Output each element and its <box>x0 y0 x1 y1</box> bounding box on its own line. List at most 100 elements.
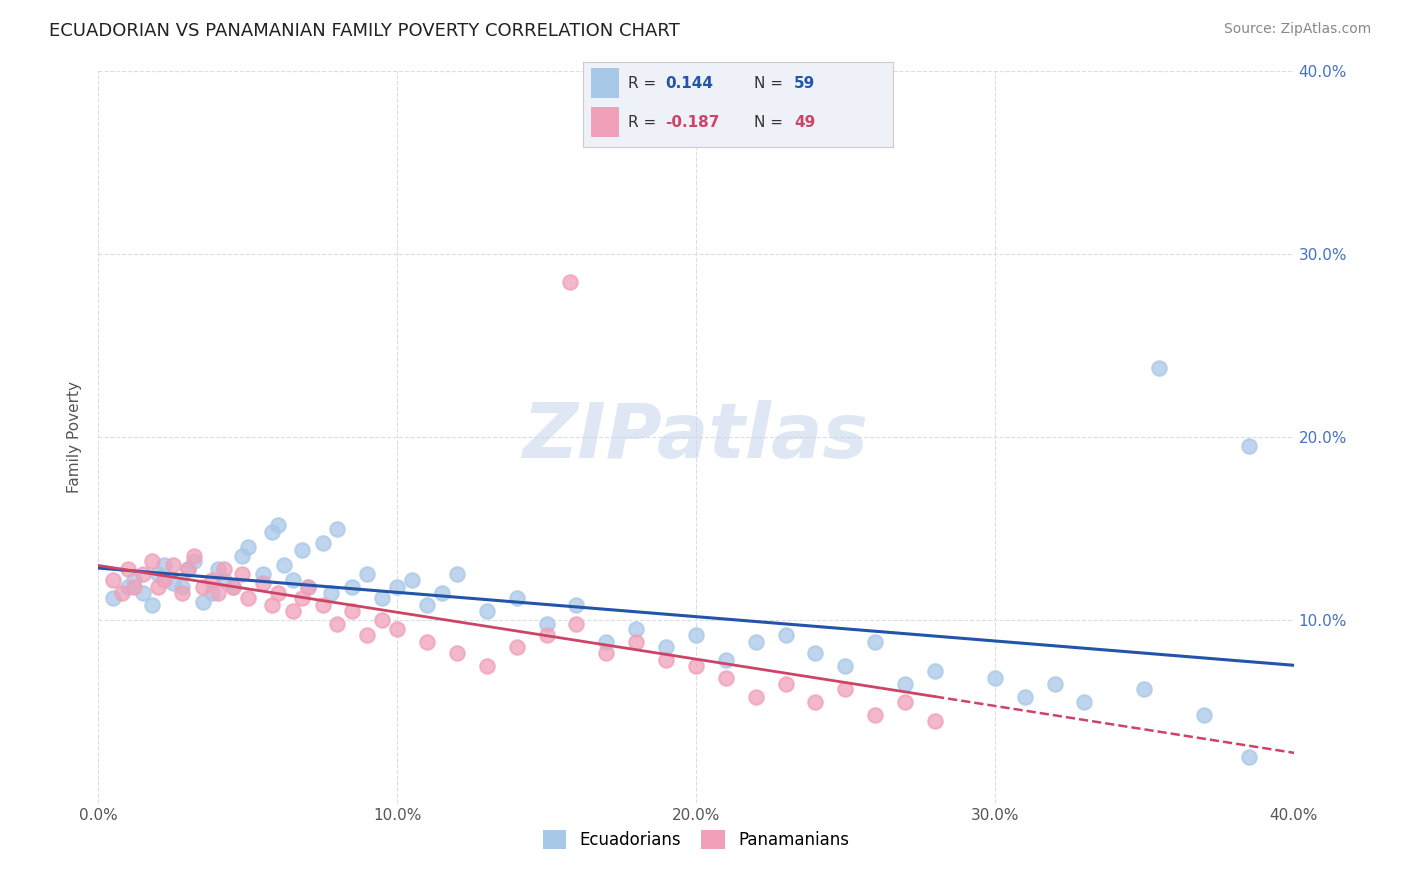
Point <box>924 664 946 678</box>
Point <box>172 580 194 594</box>
Point <box>231 567 253 582</box>
Point <box>117 562 139 576</box>
Text: 49: 49 <box>794 115 815 129</box>
Point <box>506 640 529 655</box>
Point <box>311 536 333 550</box>
Point <box>475 604 498 618</box>
Point <box>745 635 768 649</box>
Point <box>207 562 229 576</box>
Point <box>446 567 468 582</box>
Point <box>141 554 163 568</box>
Point <box>506 591 529 605</box>
Point <box>714 672 737 686</box>
Point <box>153 573 176 587</box>
Text: ECUADORIAN VS PANAMANIAN FAMILY POVERTY CORRELATION CHART: ECUADORIAN VS PANAMANIAN FAMILY POVERTY … <box>49 22 681 40</box>
Y-axis label: Family Poverty: Family Poverty <box>67 381 83 493</box>
Point <box>430 585 453 599</box>
Point <box>321 585 343 599</box>
Point <box>1147 360 1170 375</box>
Legend: Ecuadorians, Panamanians: Ecuadorians, Panamanians <box>543 830 849 849</box>
Point <box>103 573 125 587</box>
Point <box>326 521 349 535</box>
Point <box>291 543 314 558</box>
Point <box>103 591 125 605</box>
Point <box>536 616 558 631</box>
Bar <box>591 107 619 137</box>
Point <box>834 658 856 673</box>
Text: N =: N = <box>754 76 783 91</box>
Point <box>132 585 155 599</box>
Text: 0.144: 0.144 <box>665 76 713 91</box>
Point <box>177 562 200 576</box>
Text: N =: N = <box>754 115 783 129</box>
Point <box>311 599 333 613</box>
Point <box>273 558 295 573</box>
Point <box>685 658 707 673</box>
Point <box>132 567 155 582</box>
Point <box>655 640 678 655</box>
Point <box>267 585 290 599</box>
Point <box>326 616 349 631</box>
Point <box>804 646 827 660</box>
Point <box>626 622 648 636</box>
Point <box>834 682 856 697</box>
Point <box>401 573 423 587</box>
Point <box>416 599 439 613</box>
Point <box>894 695 917 709</box>
Point <box>775 627 797 641</box>
Point <box>1014 690 1036 704</box>
Text: ZIPatlas: ZIPatlas <box>523 401 869 474</box>
Point <box>148 580 170 594</box>
Text: R =: R = <box>628 115 657 129</box>
Point <box>714 653 737 667</box>
Point <box>775 677 797 691</box>
Point <box>267 517 290 532</box>
Point <box>595 635 617 649</box>
Point <box>297 580 319 594</box>
Point <box>1237 439 1260 453</box>
Point <box>222 580 245 594</box>
Point <box>252 576 274 591</box>
Point <box>685 627 707 641</box>
Point <box>560 275 582 289</box>
Point <box>162 576 184 591</box>
Point <box>207 585 229 599</box>
Point <box>1073 695 1095 709</box>
Bar <box>591 69 619 98</box>
Point <box>148 567 170 582</box>
Point <box>342 604 364 618</box>
Point <box>342 580 364 594</box>
Point <box>371 591 394 605</box>
Point <box>1237 750 1260 764</box>
Point <box>565 599 588 613</box>
Point <box>924 714 946 728</box>
Point <box>536 627 558 641</box>
Point <box>626 635 648 649</box>
Point <box>745 690 768 704</box>
Point <box>865 708 887 723</box>
Point <box>416 635 439 649</box>
Point <box>371 613 394 627</box>
Text: Source: ZipAtlas.com: Source: ZipAtlas.com <box>1223 22 1371 37</box>
Point <box>162 558 184 573</box>
Point <box>260 599 283 613</box>
Point <box>183 549 205 563</box>
Point <box>177 562 200 576</box>
Point <box>655 653 678 667</box>
Point <box>201 573 224 587</box>
Text: 59: 59 <box>794 76 815 91</box>
Point <box>385 622 409 636</box>
Point <box>595 646 617 660</box>
Point <box>183 554 205 568</box>
Point <box>141 599 163 613</box>
Point <box>281 604 304 618</box>
Point <box>281 573 304 587</box>
Point <box>297 580 319 594</box>
Point <box>252 567 274 582</box>
Text: -0.187: -0.187 <box>665 115 720 129</box>
Point <box>385 580 409 594</box>
Point <box>356 567 378 582</box>
Point <box>865 635 887 649</box>
Point <box>894 677 917 691</box>
Point <box>212 562 235 576</box>
